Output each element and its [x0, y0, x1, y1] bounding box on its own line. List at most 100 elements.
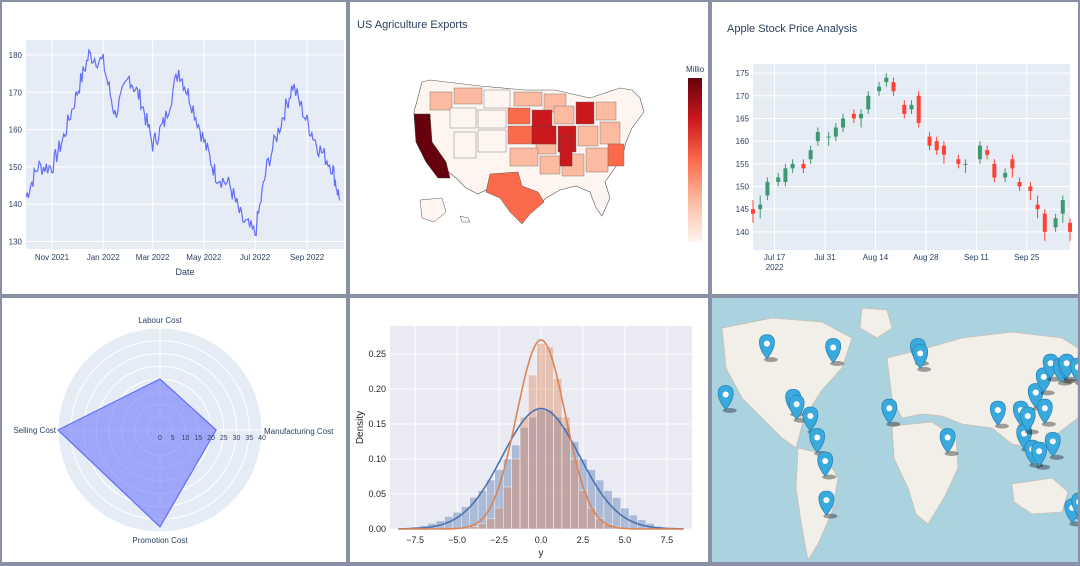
y-tick-label: 170 — [9, 88, 23, 97]
x-axis-label: y — [539, 548, 544, 559]
state-shape — [449, 107, 477, 129]
marker-info-dot — [1024, 413, 1031, 419]
candle-body — [1010, 159, 1015, 169]
marker-pin — [788, 394, 805, 420]
colorbar-title: Millio — [686, 65, 705, 74]
marker-info-dot — [1041, 405, 1048, 412]
x-tick-label: −5.0 — [448, 535, 466, 545]
y-tick-label: 0.15 — [368, 419, 386, 429]
histogram-bar — [477, 523, 487, 530]
map-marker-icon — [990, 400, 1009, 429]
x-tick-label: 0.0 — [535, 535, 548, 545]
candle-body — [851, 113, 856, 119]
y-tick-label: 130 — [9, 238, 23, 247]
marker-shadow — [1075, 381, 1078, 386]
x-tick-label: Nov 2021 — [35, 253, 70, 262]
line-chart[interactable]: 130 140 150 160 170 180 Nov 2021 Jan 2022 Mar 20… — [2, 2, 346, 294]
marker-info-dot — [917, 350, 924, 357]
candlestick-panel: Apple Stock Price Analysis 140 145 150 155 1… — [712, 2, 1078, 294]
map-marker-icon — [1071, 492, 1078, 520]
candle-body — [783, 168, 788, 182]
marker-pin — [759, 334, 775, 360]
state-shape — [453, 87, 483, 105]
y-tick-label: 180 — [9, 51, 23, 60]
y-tick-label: 0.10 — [368, 454, 386, 464]
map-marker-icon — [759, 334, 778, 363]
histogram-bar — [528, 374, 538, 530]
candle-body — [801, 163, 806, 169]
us-map-panel: US Agriculture Exports Millio — [350, 2, 708, 294]
map-marker-icon — [912, 344, 932, 372]
state-shape — [477, 109, 507, 129]
axis-label-manufacturing: Manufacturing Cost — [264, 427, 334, 436]
radial-tick-label: 5 — [171, 435, 175, 442]
histogram-panel: 0.00 0.05 0.10 0.15 0.20 0.25 −7.5 −5.0 −2.5 0.0 2… — [350, 298, 708, 562]
marker-info-dot — [763, 340, 770, 347]
marker-pin — [1071, 492, 1078, 517]
x-tick-label: 7.5 — [661, 535, 674, 545]
kde-curve-blue — [398, 407, 684, 530]
candle-body — [765, 181, 770, 196]
candle-body — [1042, 213, 1047, 232]
line-chart-panel: 130 140 150 160 170 180 Nov 2021 Jan 2022 Mar 20… — [2, 2, 346, 294]
x-tick-label: Sep 25 — [1014, 253, 1040, 262]
map-marker-icon — [1031, 441, 1051, 470]
histogram-bar — [519, 416, 529, 530]
y-tick-label: 0.00 — [368, 524, 386, 534]
map-title: US Agriculture Exports — [357, 19, 468, 31]
y-tick-label: 140 — [736, 228, 750, 237]
y-tick-label: 175 — [736, 69, 750, 78]
candle-body — [977, 145, 982, 160]
marker-info-dot — [793, 401, 800, 408]
candle-body — [859, 113, 864, 119]
marker-pin — [881, 398, 898, 424]
map-marker-icon — [818, 490, 838, 519]
y-tick-label: 0.20 — [368, 384, 386, 394]
y-tick-label: 170 — [736, 92, 750, 101]
candle-body — [751, 209, 755, 214]
marker-info-dot — [1021, 430, 1028, 437]
marker-info-dot — [994, 407, 1001, 414]
x-tick-label: Jul 2022 — [240, 253, 271, 262]
candle-body — [866, 95, 871, 110]
state-shape — [483, 89, 511, 109]
radial-tick-label: 40 — [258, 435, 266, 442]
candle-body — [956, 159, 961, 164]
histogram-kde-chart[interactable]: 0.00 0.05 0.10 0.15 0.20 0.25 −7.5 −5.0 −2.5 0.0 2… — [350, 298, 708, 562]
state-shape — [509, 147, 539, 167]
candle-body — [941, 145, 946, 155]
candle-body — [1068, 222, 1072, 232]
state-shape — [539, 155, 561, 175]
marker-info-dot — [822, 458, 829, 464]
plot-area — [26, 40, 344, 249]
colorbar — [688, 78, 702, 242]
map-marker-icon — [1036, 398, 1056, 427]
candle-body — [1053, 218, 1058, 228]
histogram-bar — [461, 506, 470, 530]
map-marker-icon — [1044, 431, 1064, 460]
x-tick-label: 2022 — [766, 263, 784, 272]
marker-pin — [990, 400, 1006, 426]
marker-pin — [1036, 398, 1053, 424]
radial-tick-label: 15 — [194, 435, 202, 442]
candle-body — [841, 118, 846, 128]
histogram-bar — [494, 507, 504, 530]
candle-body — [877, 86, 882, 92]
candle-body — [1003, 172, 1008, 178]
marker-info-dot — [1047, 360, 1054, 367]
world-map[interactable] — [712, 298, 1078, 562]
marker-info-dot — [1075, 364, 1078, 371]
candle-body — [776, 177, 781, 182]
marker-info-dot — [886, 405, 893, 412]
state-california — [413, 113, 451, 179]
us-choropleth-map[interactable]: Millio — [350, 2, 708, 294]
landmass — [721, 317, 853, 449]
marker-info-dot — [944, 434, 951, 441]
candle-body — [826, 136, 831, 138]
y-tick-label: 160 — [736, 137, 750, 146]
x-axis-label: Date — [175, 267, 194, 277]
marker-info-dot — [823, 497, 830, 504]
axis-label-selling: Selling Cost — [13, 426, 56, 435]
